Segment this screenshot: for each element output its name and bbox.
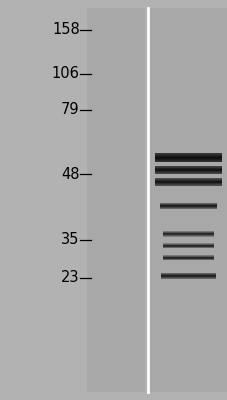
Bar	[86, 8, 144, 392]
Text: 35: 35	[61, 232, 79, 248]
Text: 158: 158	[52, 22, 79, 38]
Text: 23: 23	[61, 270, 79, 286]
Text: 48: 48	[61, 166, 79, 182]
Text: 79: 79	[61, 102, 79, 118]
Bar	[149, 8, 227, 392]
Text: 106: 106	[52, 66, 79, 82]
